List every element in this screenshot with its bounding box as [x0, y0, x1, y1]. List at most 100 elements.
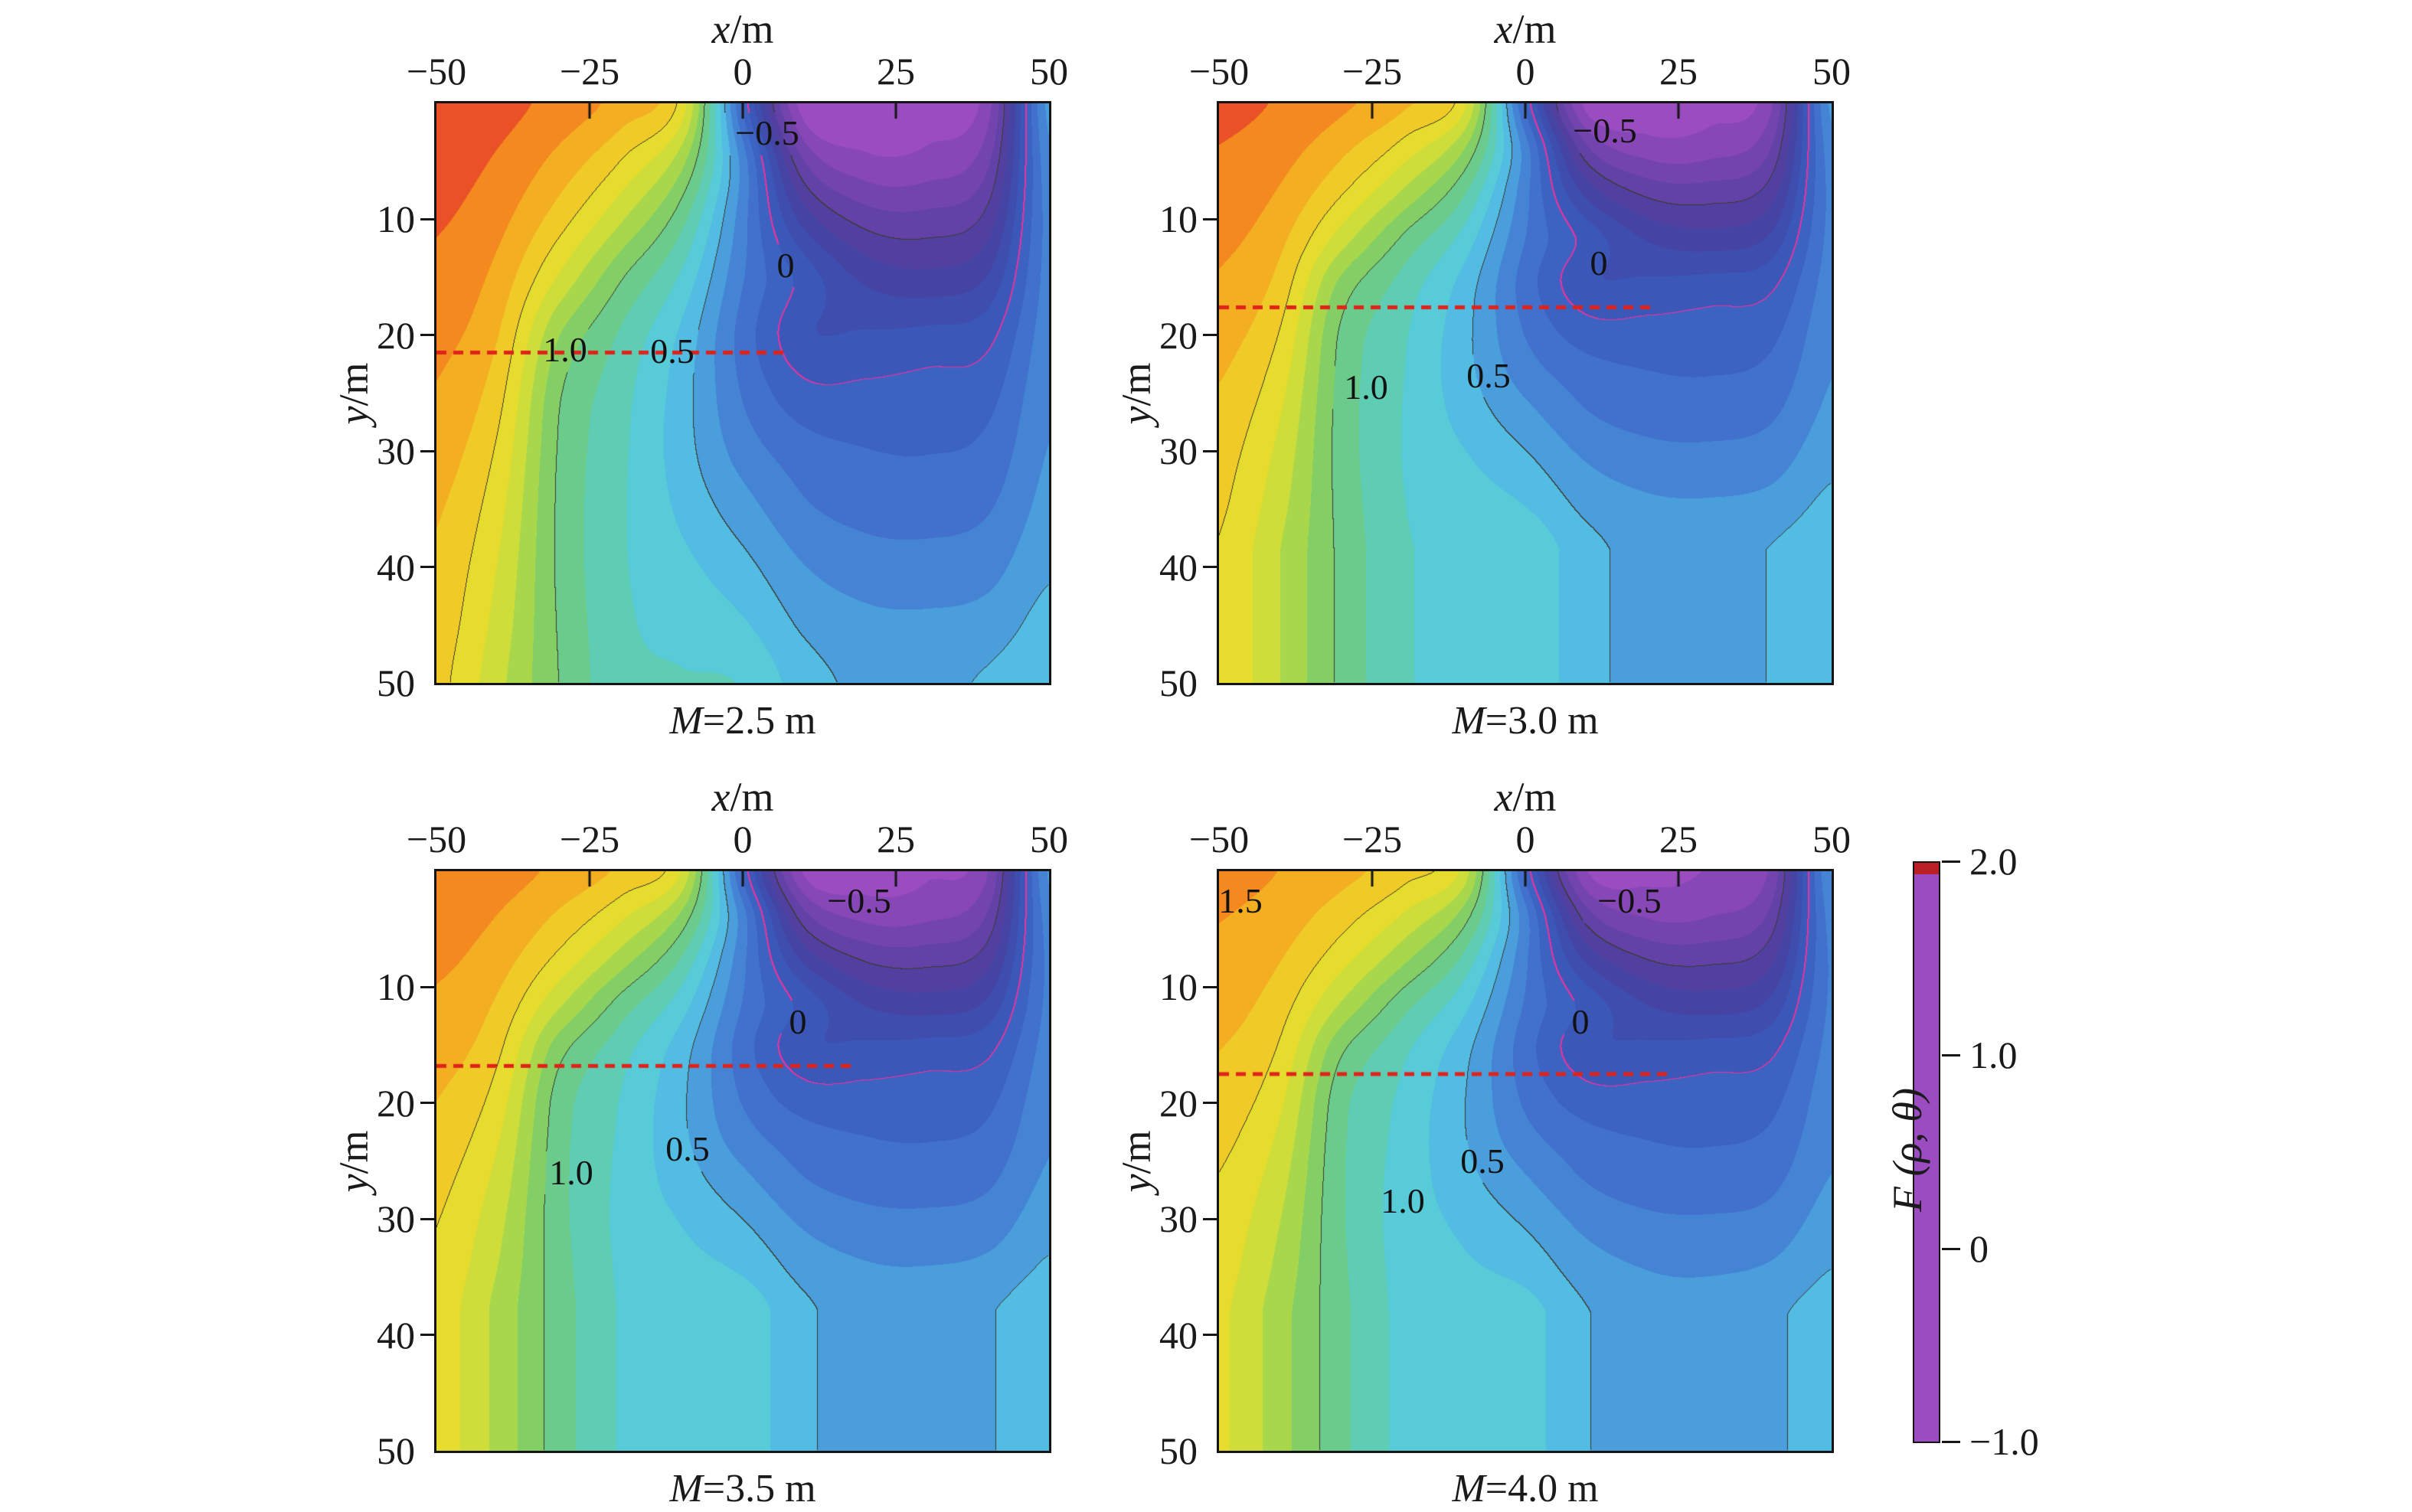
contour-label-0: 0: [776, 245, 795, 285]
y-tick-label: 40: [377, 1314, 415, 1357]
contour-label-0.5: 0.5: [665, 1129, 710, 1169]
y-tick-label: 40: [1159, 546, 1198, 589]
x-tick-label: 50: [1812, 818, 1851, 861]
x-tick-label: 50: [1812, 50, 1851, 93]
y-axis-tick: [1203, 1102, 1217, 1105]
contour-label-1: 1.0: [1381, 1181, 1425, 1221]
y-tick-label: 20: [1159, 1082, 1198, 1125]
y-tick-label: 10: [377, 198, 415, 240]
colorbar-gradient: [1913, 861, 1940, 1443]
x-axis-title-variable: x: [711, 774, 730, 820]
plot-border: [434, 101, 1051, 685]
x-axis-title: x/m: [436, 6, 1049, 52]
panel-title-value: =3.0 m: [1485, 699, 1599, 743]
colorbar-tick-label: 2.0: [1969, 840, 2018, 883]
panel-title-variable: M: [1452, 1467, 1485, 1510]
contour-label--0.5: −0.5: [735, 113, 799, 153]
x-tick-label: 0: [733, 50, 753, 93]
colorbar-tick: [1942, 1054, 1960, 1056]
contour-panel-m2.5: x/m −50 −25 0 25 50 10 20 30 40 50 y/m M…: [331, 6, 1068, 743]
contour-label--0.5: −0.5: [1597, 881, 1662, 921]
contour-panel-m4.0: x/m −50 −25 0 25 50 10 20 30 40 50 y/m M…: [1113, 774, 1851, 1510]
contour-label-0: 0: [1571, 1001, 1590, 1041]
contour-map-canvas: [436, 871, 1049, 1451]
x-tick-label: 25: [877, 818, 915, 861]
y-axis-title: y/m: [331, 1097, 377, 1226]
plot-border: [1217, 869, 1834, 1453]
y-axis-tick: [1203, 334, 1217, 337]
y-tick-label: 50: [1159, 1429, 1198, 1472]
colorbar-tick-label: 1.0: [1969, 1034, 2018, 1076]
x-tick-label: 0: [1515, 50, 1535, 93]
y-axis-tick: [1203, 985, 1217, 988]
x-tick-label: −25: [1342, 50, 1403, 93]
contour-panel-m3.0: x/m −50 −25 0 25 50 10 20 30 40 50 y/m M…: [1113, 6, 1851, 743]
y-axis-tick: [1203, 449, 1217, 452]
y-axis-tick: [1203, 1334, 1217, 1337]
y-tick-label: 50: [377, 1429, 415, 1472]
colorbar-top-band: [1914, 863, 1939, 874]
y-tick-label: 10: [377, 965, 415, 1008]
y-tick-label: 10: [1159, 198, 1198, 240]
x-tick-label: −50: [1188, 818, 1250, 861]
y-axis-tick: [420, 217, 434, 220]
y-tick-label: 30: [1159, 429, 1198, 472]
x-tick-label: 0: [1515, 818, 1535, 861]
y-tick-label: 20: [377, 314, 415, 357]
panel-title-variable: M: [669, 699, 703, 743]
colorbar-tick-label: −1.0: [1969, 1420, 2039, 1463]
y-axis-title-unit: /m: [1113, 362, 1159, 407]
y-axis-tick: [420, 566, 434, 569]
y-axis-title-variable: y: [1113, 406, 1159, 424]
y-tick-label: 20: [377, 1082, 415, 1125]
x-axis-title: x/m: [1219, 6, 1832, 52]
x-tick-label: −50: [406, 50, 467, 93]
panel-title: M=4.0 m: [1219, 1466, 1832, 1512]
y-axis-title-unit: /m: [1113, 1130, 1159, 1174]
y-axis-tick: [1203, 1217, 1217, 1220]
y-tick-label: 40: [1159, 1314, 1198, 1357]
y-axis-tick: [420, 1217, 434, 1220]
contour-map-canvas: [436, 103, 1049, 683]
y-axis-tick: [1203, 217, 1217, 220]
panel-title-value: =4.0 m: [1485, 1467, 1599, 1510]
colorbar: 2.0 1.0 0 −1.0 F (ρ, θ): [1884, 840, 2039, 1463]
contour-label-1: 1.0: [549, 1152, 593, 1192]
x-tick-label: 50: [1030, 50, 1068, 93]
y-axis-tick: [420, 985, 434, 988]
y-axis-title-unit: /m: [331, 1130, 377, 1174]
plot-border: [1217, 101, 1834, 685]
x-tick-label: −50: [406, 818, 467, 861]
contour-label-0: 0: [1590, 243, 1608, 282]
panel-title-variable: M: [669, 1467, 703, 1510]
contour-label-0.5: 0.5: [650, 331, 695, 371]
x-axis-title-unit: /m: [1512, 6, 1557, 52]
panel-title-variable: M: [1452, 699, 1485, 743]
x-axis-title-variable: x: [1494, 774, 1513, 820]
y-axis-title-variable: y: [331, 1174, 377, 1192]
y-tick-label: 50: [1159, 661, 1198, 704]
contour-label--0.5: −0.5: [1573, 111, 1637, 151]
y-axis-title-variable: y: [1113, 1174, 1159, 1192]
y-axis-title: y/m: [331, 329, 377, 458]
y-tick-label: 30: [377, 1197, 415, 1240]
y-tick-label: 30: [377, 429, 415, 472]
contour-label-0.5: 0.5: [1460, 1141, 1505, 1181]
x-tick-label: 25: [877, 50, 915, 93]
y-tick-label: 30: [1159, 1197, 1198, 1240]
contour-map-canvas: [1219, 871, 1832, 1451]
y-axis-title: y/m: [1113, 1097, 1159, 1226]
y-tick-label: 10: [1159, 965, 1198, 1008]
colorbar-tick: [1942, 1248, 1960, 1250]
x-axis-title-variable: x: [1494, 6, 1513, 52]
x-tick-label: −25: [559, 818, 620, 861]
contour-label-0: 0: [789, 1001, 807, 1041]
colorbar-tick-label: 0: [1969, 1227, 1989, 1270]
contour-label-0.5: 0.5: [1466, 355, 1511, 395]
contour-label-1: 1.0: [543, 330, 587, 370]
x-axis-title: x/m: [436, 774, 1049, 820]
x-tick-label: 0: [733, 818, 753, 861]
y-axis-tick: [1203, 566, 1217, 569]
contour-label--0.5: −0.5: [827, 881, 891, 921]
